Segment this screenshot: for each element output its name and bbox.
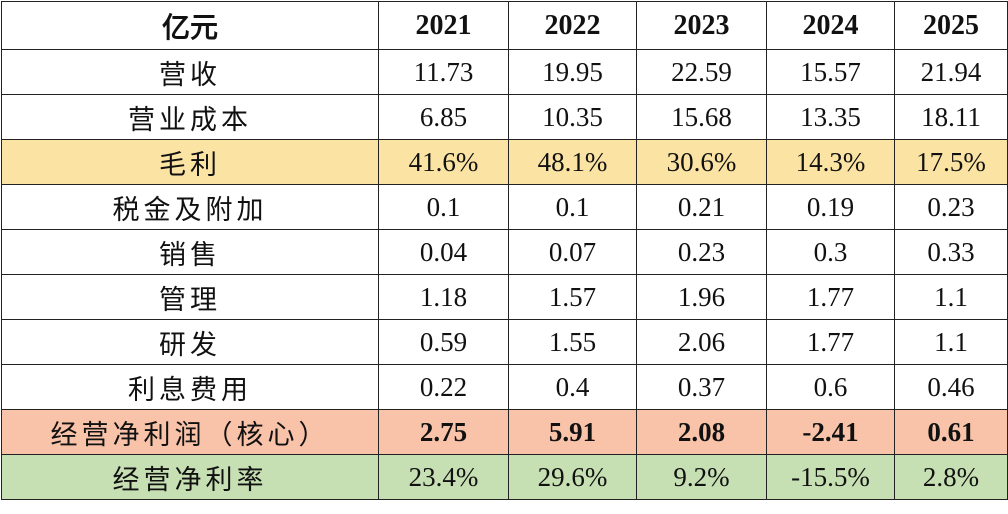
table-cell: 0.33 bbox=[894, 229, 1008, 275]
table-cell: 21.94 bbox=[894, 49, 1008, 95]
table-cell: 0.6 bbox=[766, 364, 895, 410]
financial-table: 亿元 2021 2022 2023 2024 2025 营收 11.73 19.… bbox=[1, 1, 1008, 500]
table-cell: 23.4% bbox=[378, 454, 509, 500]
table-cell: 1.1 bbox=[894, 319, 1008, 365]
table-cell: 1.1 bbox=[894, 274, 1008, 320]
table-cell: 11.73 bbox=[378, 49, 509, 95]
table-row-taxes: 税金及附加 0.1 0.1 0.21 0.19 0.23 bbox=[1, 184, 1008, 230]
table-cell: 0.21 bbox=[636, 184, 767, 230]
table-cell: 1.77 bbox=[766, 274, 895, 320]
table-cell: 30.6% bbox=[636, 139, 767, 185]
table-cell: 14.3% bbox=[766, 139, 895, 185]
table-cell: 2.06 bbox=[636, 319, 767, 365]
table-cell: 0.3 bbox=[766, 229, 895, 275]
table-cell: 15.57 bbox=[766, 49, 895, 95]
table-cell: 17.5% bbox=[894, 139, 1008, 185]
table-cell: 2.75 bbox=[378, 409, 509, 455]
table-cell: 1.77 bbox=[766, 319, 895, 365]
table-cell: 2.8% bbox=[894, 454, 1008, 500]
table-row-interest: 利息费用 0.22 0.4 0.37 0.6 0.46 bbox=[1, 364, 1008, 410]
table-cell: 0.4 bbox=[508, 364, 637, 410]
table-cell: 48.1% bbox=[508, 139, 637, 185]
row-label: 营业成本 bbox=[1, 94, 379, 140]
table-row-rnd: 研发 0.59 1.55 2.06 1.77 1.1 bbox=[1, 319, 1008, 365]
table-cell: 0.19 bbox=[766, 184, 895, 230]
table-cell: 22.59 bbox=[636, 49, 767, 95]
table-cell: 15.68 bbox=[636, 94, 767, 140]
table-cell: 0.23 bbox=[894, 184, 1008, 230]
table-cell: -2.41 bbox=[766, 409, 895, 455]
row-label: 管理 bbox=[1, 274, 379, 320]
table-row-gross-margin: 毛利 41.6% 48.1% 30.6% 14.3% 17.5% bbox=[1, 139, 1008, 185]
year-header: 2023 bbox=[636, 1, 767, 50]
table-cell: 13.35 bbox=[766, 94, 895, 140]
table-row-core-net-profit: 经营净利润（核心） 2.75 5.91 2.08 -2.41 0.61 bbox=[1, 409, 1008, 455]
table-cell: 6.85 bbox=[378, 94, 509, 140]
table-cell: 10.35 bbox=[508, 94, 637, 140]
row-label: 经营净利润（核心） bbox=[1, 409, 379, 455]
row-label: 毛利 bbox=[1, 139, 379, 185]
table-cell: 0.1 bbox=[378, 184, 509, 230]
table-cell: 0.61 bbox=[894, 409, 1008, 455]
year-header: 2024 bbox=[766, 1, 895, 50]
row-label: 营收 bbox=[1, 49, 379, 95]
table-cell: 0.22 bbox=[378, 364, 509, 410]
table-cell: 0.07 bbox=[508, 229, 637, 275]
table-cell: 1.57 bbox=[508, 274, 637, 320]
table-cell: 19.95 bbox=[508, 49, 637, 95]
table-row-operating-cost: 营业成本 6.85 10.35 15.68 13.35 18.11 bbox=[1, 94, 1008, 140]
table-cell: 9.2% bbox=[636, 454, 767, 500]
row-label: 销售 bbox=[1, 229, 379, 275]
year-header: 2025 bbox=[894, 1, 1008, 50]
table-cell: -15.5% bbox=[766, 454, 895, 500]
year-header: 2022 bbox=[508, 1, 637, 50]
table-cell: 1.96 bbox=[636, 274, 767, 320]
row-label: 经营净利率 bbox=[1, 454, 379, 500]
table-cell: 0.59 bbox=[378, 319, 509, 365]
table-cell: 0.46 bbox=[894, 364, 1008, 410]
table-cell: 0.37 bbox=[636, 364, 767, 410]
table-row-revenue: 营收 11.73 19.95 22.59 15.57 21.94 bbox=[1, 49, 1008, 95]
table-cell: 29.6% bbox=[508, 454, 637, 500]
table-cell: 2.08 bbox=[636, 409, 767, 455]
table-cell: 5.91 bbox=[508, 409, 637, 455]
header-row: 亿元 2021 2022 2023 2024 2025 bbox=[1, 1, 1008, 50]
table-cell: 1.18 bbox=[378, 274, 509, 320]
table-row-sales: 销售 0.04 0.07 0.23 0.3 0.33 bbox=[1, 229, 1008, 275]
table-row-net-profit-rate: 经营净利率 23.4% 29.6% 9.2% -15.5% 2.8% bbox=[1, 454, 1008, 500]
table-cell: 41.6% bbox=[378, 139, 509, 185]
unit-header: 亿元 bbox=[1, 1, 379, 50]
table-cell: 0.04 bbox=[378, 229, 509, 275]
table-row-management: 管理 1.18 1.57 1.96 1.77 1.1 bbox=[1, 274, 1008, 320]
table-cell: 1.55 bbox=[508, 319, 637, 365]
table-cell: 0.23 bbox=[636, 229, 767, 275]
row-label: 税金及附加 bbox=[1, 184, 379, 230]
table-cell: 18.11 bbox=[894, 94, 1008, 140]
row-label: 利息费用 bbox=[1, 364, 379, 410]
year-header: 2021 bbox=[378, 1, 509, 50]
table-cell: 0.1 bbox=[508, 184, 637, 230]
row-label: 研发 bbox=[1, 319, 379, 365]
